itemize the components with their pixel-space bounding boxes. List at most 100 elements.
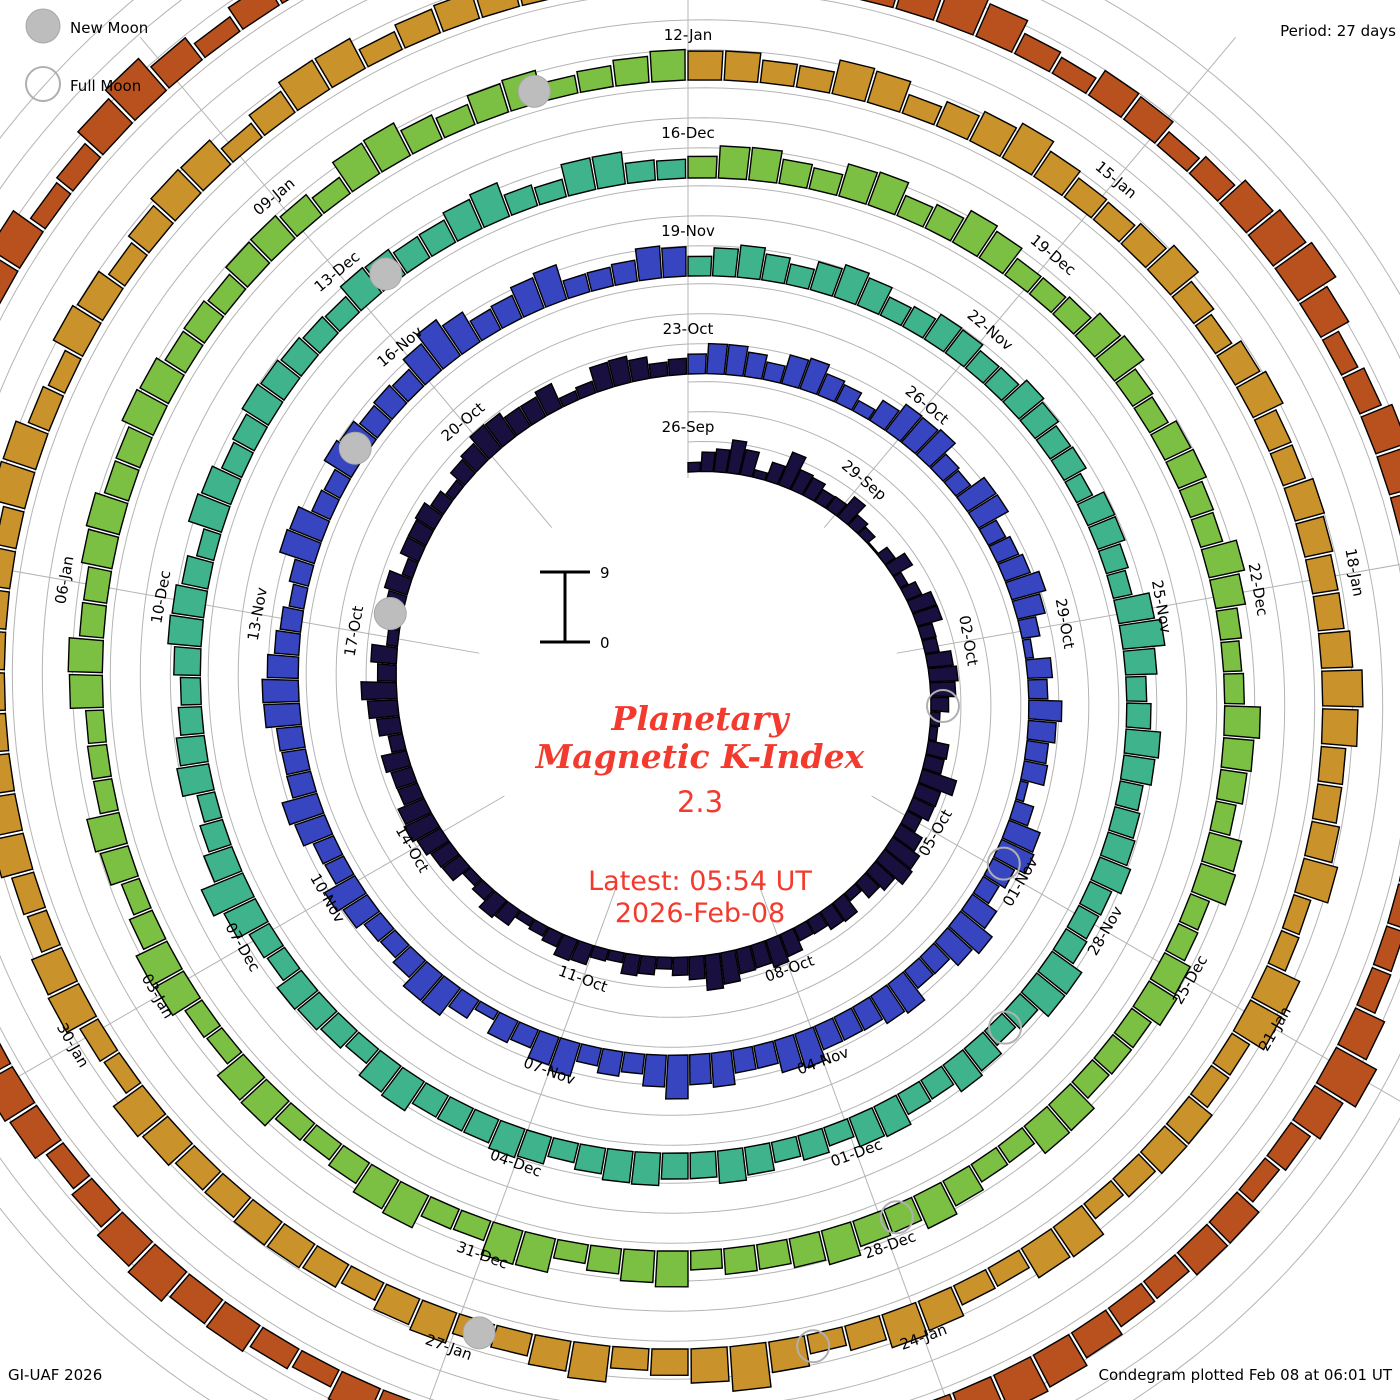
kp-bar [743, 351, 769, 380]
kp-bar [1078, 880, 1113, 916]
new-moon-marker [373, 597, 407, 631]
kp-ring-1 [360, 355, 959, 992]
kp-bar [983, 366, 1020, 402]
kp-bar [927, 665, 959, 683]
kp-bar [168, 1273, 224, 1325]
kp-bar [1190, 511, 1224, 549]
kp-bar [924, 650, 955, 669]
kp-bar [1356, 966, 1392, 1015]
kp-bar [671, 956, 689, 977]
kp-bar [279, 0, 290, 5]
footer-block: GI-UAF 2026 Condegram plotted Feb 08 at … [8, 1366, 1393, 1384]
kp-bar [314, 37, 367, 89]
kp-bar [362, 122, 412, 173]
kp-bar [881, 1301, 929, 1349]
kp-bar [802, 476, 827, 502]
kp-bar [224, 241, 271, 288]
kp-bar [460, 442, 489, 473]
kp-bar [1107, 1282, 1156, 1328]
kp-bar [713, 448, 731, 474]
kp-bar [777, 451, 807, 490]
kp-bar [1125, 675, 1148, 703]
full-moon-marker [879, 1200, 914, 1235]
kp-bar [352, 1163, 400, 1210]
kp-bar [68, 673, 104, 710]
kp-bar [912, 782, 942, 808]
kp-bar [1093, 1033, 1133, 1076]
kp-bar [586, 266, 615, 293]
kp-bar [717, 145, 751, 181]
kp-bar [71, 1177, 121, 1228]
kp-bar [399, 536, 427, 563]
kp-bar [1215, 768, 1248, 805]
kp-bar [441, 854, 471, 882]
kp-bar [1063, 177, 1108, 219]
kp-bar [970, 1146, 1009, 1183]
kp-bar [932, 1393, 953, 1400]
kp-bar [723, 1244, 758, 1276]
kp-bar [249, 1326, 300, 1370]
kp-bar [288, 583, 309, 610]
kp-bar [227, 0, 281, 31]
kp-bar [1020, 972, 1066, 1018]
kp-bar [9, 1104, 62, 1160]
kp-bar [573, 1143, 607, 1175]
kp-bar [1190, 862, 1237, 906]
kp-bar [997, 553, 1032, 582]
kp-bar [929, 453, 961, 482]
kp-bar [923, 313, 963, 353]
full-moon-marker [796, 1329, 831, 1364]
kp-bar [486, 1011, 519, 1044]
kp-bar [968, 110, 1018, 158]
kp-bar [179, 139, 232, 192]
kp-bar [1312, 592, 1345, 632]
kp-bar [1095, 334, 1145, 382]
kp-bar [1386, 883, 1400, 928]
new-moon-legend-label: New Moon [70, 19, 148, 37]
kp-bar [1052, 1204, 1105, 1258]
kp-bar [896, 194, 934, 228]
kp-bar [987, 1249, 1031, 1288]
kp-bar [1216, 340, 1261, 386]
kp-bar [288, 505, 331, 543]
kp-bar [223, 897, 269, 940]
kp-bar [1097, 543, 1130, 575]
kp-bar [266, 946, 301, 982]
kp-bar [793, 920, 814, 942]
kp-bar [921, 754, 945, 776]
kp-bar [833, 1007, 864, 1042]
kp-bar [887, 971, 926, 1015]
kp-bar [627, 356, 651, 383]
period-label: Period: 27 days [1280, 22, 1396, 40]
kp-bar [943, 469, 972, 497]
kp-bar [992, 1355, 1049, 1400]
kp-bar [1087, 69, 1140, 119]
kp-bar [972, 875, 1000, 905]
kp-bar [1194, 313, 1233, 355]
kp-bar [736, 244, 767, 281]
kp-bar [964, 349, 1001, 384]
kp-bar [724, 343, 749, 377]
kp-bar [150, 168, 202, 222]
kp-bar [462, 1108, 500, 1144]
kp-bar [1317, 630, 1354, 669]
kp-bar [831, 59, 876, 103]
full-moon-icon [25, 66, 61, 102]
kp-bar [1113, 592, 1156, 625]
kp-bar [92, 778, 120, 815]
kp-bar [324, 855, 355, 886]
kp-bar [281, 748, 311, 776]
kp-bar [552, 1238, 590, 1265]
kp-bar [231, 413, 269, 452]
kp-bar [296, 991, 338, 1031]
kp-bar [768, 1335, 811, 1374]
kp-bar [719, 949, 742, 985]
kp-bar [729, 1341, 772, 1392]
kp-bar [1115, 368, 1154, 408]
kp-bar [1037, 950, 1083, 996]
kp-bar [566, 1341, 611, 1383]
kp-bar [199, 818, 232, 853]
period-block: Period: 27 days [1280, 22, 1396, 40]
kp-bar [1372, 925, 1400, 973]
kp-bar [1032, 150, 1082, 197]
